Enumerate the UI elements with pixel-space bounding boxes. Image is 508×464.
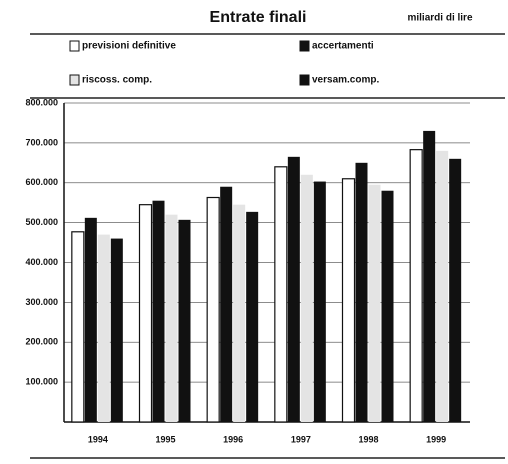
x-tick-label: 1995	[155, 434, 175, 444]
bar	[409, 149, 423, 423]
y-tick-label: 700.000	[25, 137, 58, 147]
bar	[138, 204, 153, 423]
bar	[220, 186, 233, 422]
bar	[423, 130, 436, 422]
bar	[341, 178, 356, 423]
legend-label: previsioni definitive	[82, 41, 176, 52]
y-tick-label: 500.000	[25, 217, 58, 227]
bar	[274, 166, 288, 423]
y-tick-label: 300.000	[25, 297, 58, 307]
legend-swatch	[69, 74, 80, 86]
y-tick-label: 100.000	[25, 377, 58, 387]
x-tick-label: 1994	[88, 434, 108, 444]
bar	[381, 190, 394, 422]
y-tick-label: 600.000	[25, 177, 58, 187]
bar	[152, 200, 165, 422]
bar	[368, 184, 381, 422]
bar	[355, 162, 368, 422]
legend-label: riscoss. comp.	[82, 75, 152, 86]
bar	[300, 174, 313, 422]
bar	[178, 219, 191, 422]
bar	[97, 234, 110, 422]
bar	[449, 158, 462, 422]
chart-subtitle: miliardi di lire	[407, 13, 472, 24]
x-tick-label: 1999	[426, 434, 446, 444]
legend-swatch	[299, 40, 310, 52]
y-tick-label: 200.000	[25, 337, 58, 347]
bar	[313, 181, 326, 422]
chart-title: Entrate finali	[210, 9, 307, 26]
bar	[84, 217, 97, 422]
y-tick-label: 800.000	[25, 97, 58, 107]
bar	[110, 238, 123, 422]
bar	[233, 204, 246, 422]
bar	[246, 211, 259, 422]
bar	[71, 231, 85, 423]
legend-label: accertamenti	[312, 41, 374, 52]
bar	[436, 150, 449, 422]
x-tick-label: 1996	[223, 434, 243, 444]
x-tick-label: 1997	[291, 434, 311, 444]
bar	[206, 196, 220, 423]
legend-swatch	[69, 40, 80, 52]
bar	[165, 214, 178, 422]
legend-label: versam.comp.	[312, 75, 379, 86]
x-tick-label: 1998	[358, 434, 378, 444]
legend-swatch	[299, 74, 310, 86]
bar	[287, 156, 300, 423]
y-tick-label: 400.000	[25, 257, 58, 267]
